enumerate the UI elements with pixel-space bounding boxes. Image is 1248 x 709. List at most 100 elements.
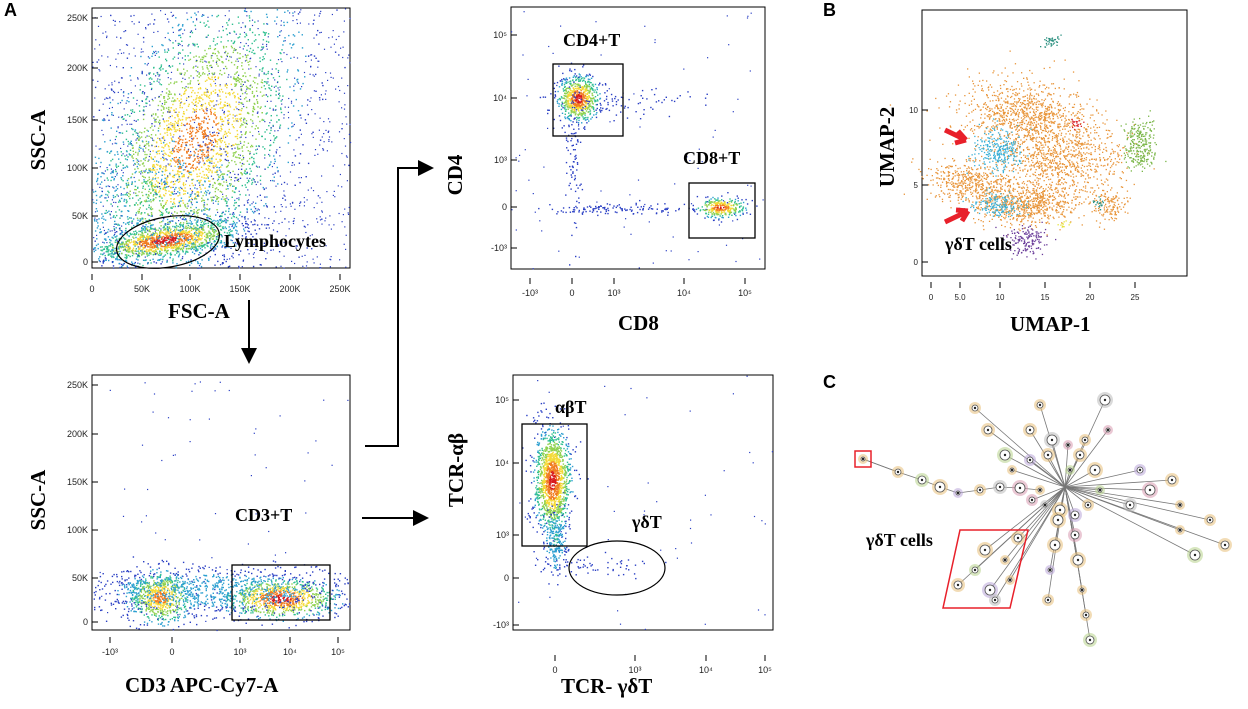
tick-label: -10³	[491, 243, 507, 253]
tcr-plot: αβT γδT 0 10³ 10⁴ 10⁵ -10³ 0 10³ 10⁴ 10⁵ TCR- γδ…	[444, 374, 774, 698]
tick-label: 10⁴	[677, 288, 691, 298]
gdt-gate	[568, 540, 666, 596]
cd3-ssc-ticks: -10³ 0 10³ 10⁴ 10⁵ 0 50K 100K 150K 200K 250K	[67, 380, 345, 657]
tick-label: 150K	[229, 284, 250, 294]
cd3t-gate-label: CD3+T	[235, 505, 292, 525]
cd3-ssc-plot: CD3+T -10³ 0 10³ 10⁴ 10⁵ 0 50K 100K 150K 200K 250K…	[26, 374, 351, 697]
tick-label: 200K	[67, 429, 88, 439]
panel-label-a: A	[4, 0, 17, 20]
cd8-cd4-ticks: -10³ 0 10³ 10⁴ 10⁵ -10³ 0 10³ 10⁴ 10⁵	[491, 30, 752, 298]
tick-label: 0	[83, 617, 88, 627]
umap2-axis-title: UMAP-2	[875, 107, 899, 187]
tick-label: 10	[909, 106, 918, 115]
tick-label: 5.0	[954, 293, 966, 302]
tree-highlight-node	[854, 450, 872, 468]
lymphocytes-gate	[116, 215, 220, 269]
fsc-ssc-events	[92, 8, 352, 269]
ssc-axis-title-1: SSC-A	[26, 109, 50, 171]
tick-label: 10⁵	[738, 288, 752, 298]
tick-label: 20	[1086, 293, 1095, 302]
cd8t-gate	[688, 182, 756, 239]
tick-label: 50K	[134, 284, 150, 294]
arrow-to-cd4	[365, 160, 434, 447]
tick-label: 10⁴	[493, 93, 507, 103]
cd4t-gate-label: CD4+T	[563, 30, 620, 50]
tick-label: 10⁵	[495, 395, 509, 405]
tick-label: 10³	[496, 530, 509, 540]
cd4t-gate	[552, 63, 624, 137]
tick-label: 250K	[67, 13, 88, 23]
tick-label: 50K	[72, 573, 88, 583]
tick-label: 10⁴	[699, 665, 713, 675]
cd8-cd4-plot: CD4+T CD8+T -10³ 0 10³ 10⁴ 10⁵ -10³ 0 10³ 10⁴ 10⁵…	[443, 6, 766, 335]
umap-arrow-lower	[943, 207, 971, 225]
tick-label: 0	[169, 647, 174, 657]
tick-label: 250K	[67, 380, 88, 390]
tick-label: 0	[502, 202, 507, 212]
cd8t-gate-label: CD8+T	[683, 148, 740, 168]
fsc-ssc-ticks: 0 50K 100K 150K 200K 250K 0 50K 100K 150K 200K 250K	[67, 13, 351, 294]
tick-label: 200K	[67, 63, 88, 73]
tick-label: 100K	[179, 284, 200, 294]
tick-label: -10³	[522, 288, 538, 298]
tcr-frame	[512, 374, 774, 631]
tick-label: 10⁴	[283, 647, 297, 657]
tick-label: 25	[1131, 293, 1140, 302]
fsc-axis-title: FSC-A	[168, 299, 231, 323]
ssc-axis-title-2: SSC-A	[26, 469, 50, 531]
abt-gate	[521, 423, 588, 547]
cd3-axis-title: CD3 APC-Cy7-A	[125, 673, 279, 697]
panel-label-b: B	[823, 0, 836, 20]
panel-label-c: C	[823, 372, 836, 392]
tick-label: 100K	[67, 525, 88, 535]
tick-label: 10⁴	[495, 458, 509, 468]
gdt-gate-label: γδT	[631, 512, 662, 532]
cd8-axis-title: CD8	[618, 311, 659, 335]
tick-label: -10³	[493, 620, 509, 630]
tick-label: 100K	[67, 163, 88, 173]
tick-label: 10⁵	[331, 647, 345, 657]
tick-label: 0	[83, 257, 88, 267]
tick-label: 10⁵	[493, 30, 507, 40]
tick-label: 0	[929, 293, 934, 302]
tick-label: 0	[89, 284, 94, 294]
tcr-ticks: 0 10³ 10⁴ 10⁵ -10³ 0 10³ 10⁴ 10⁵	[493, 395, 772, 675]
tree-gdt-label: γδT cells	[865, 530, 933, 550]
umap-plot: 0 5.0 10 15 20 25 0 5 10 γδT cells UMAP-1 UMAP-2	[875, 9, 1188, 336]
tick-label: 0	[914, 258, 919, 267]
tree-gdt-gate	[942, 529, 1029, 609]
tick-label: 5	[914, 181, 919, 190]
tick-label: 0	[569, 288, 574, 298]
tcrgd-axis-title: TCR- γδT	[561, 674, 652, 698]
tree-plot: γδT cells	[854, 392, 1232, 647]
umap1-axis-title: UMAP-1	[1010, 312, 1090, 336]
tcrab-axis-title: TCR-αβ	[444, 433, 468, 507]
umap-events	[889, 34, 1167, 260]
tick-label: 15	[1041, 293, 1050, 302]
tick-label: 10³	[494, 155, 507, 165]
tick-label: 10³	[233, 647, 246, 657]
tick-label: 200K	[279, 284, 300, 294]
tcr-events	[518, 375, 773, 630]
cd8-cd4-events	[511, 11, 764, 270]
tick-label: 0	[552, 665, 557, 675]
fsc-ssc-plot: Lymphocytes 0 50K 100K 150K 200K 250K 0 50K 100K…	[26, 7, 352, 323]
tree-nodes	[858, 392, 1232, 647]
lymphocytes-gate-label: Lymphocytes	[224, 231, 326, 251]
tick-label: 10⁵	[758, 665, 772, 675]
tick-label: 10³	[607, 288, 620, 298]
umap-arrow-upper	[943, 127, 968, 146]
umap-ticks: 0 5.0 10 15 20 25 0 5 10	[909, 106, 1140, 302]
tick-label: 250K	[329, 284, 350, 294]
cd3t-gate	[231, 564, 331, 621]
umap-gdt-label: γδT cells	[944, 234, 1012, 254]
tick-label: -10³	[102, 647, 118, 657]
tick-label: 10³	[628, 665, 641, 675]
umap-frame	[921, 9, 1188, 277]
cd8-cd4-frame	[510, 6, 766, 270]
tick-label: 10	[996, 293, 1005, 302]
cd4-axis-title: CD4	[443, 154, 467, 195]
tick-label: 0	[504, 573, 509, 583]
cd3-ssc-events	[93, 381, 351, 632]
